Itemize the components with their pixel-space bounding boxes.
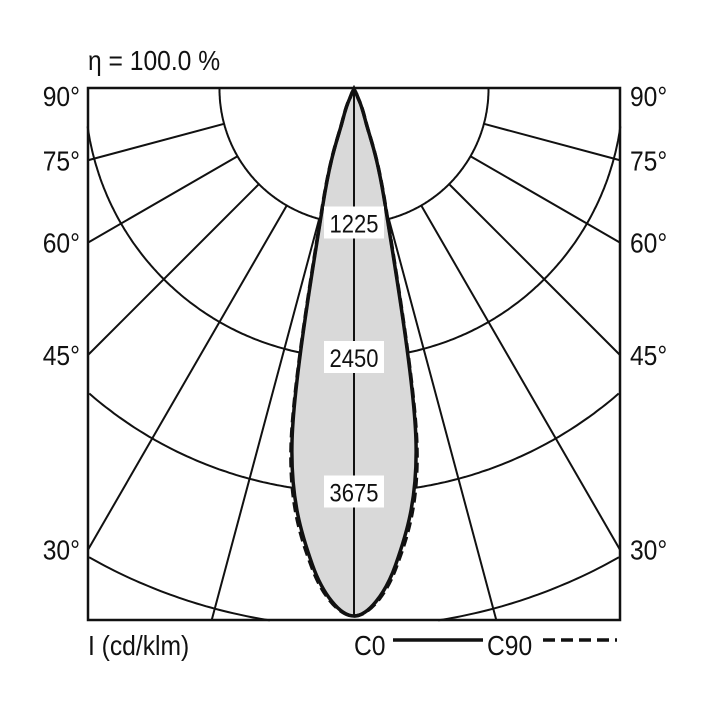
radial-label-bg [324,341,384,373]
angle-label-75-left: 75° [43,145,80,177]
angle-label-90-right: 90° [630,81,667,113]
radial-label-bg [324,206,384,239]
grid-ray-30-left [87,204,288,551]
grid-ray-60-right [469,155,621,244]
radial-label-1225: 1225 [330,210,379,238]
angle-label-75-right: 75° [630,145,667,177]
polar-grid [86,89,622,622]
legend-c90-label: C90 [487,630,532,662]
grid-ray-75-left [87,122,225,162]
radial-label-2450: 2450 [330,345,379,373]
grid-circle-4900 [88,556,620,622]
radial-labels: 1225 2450 3675 [324,206,384,508]
grid-ray-15-right [387,218,498,621]
grid-ray-45-left [87,183,260,356]
angle-label-30-right: 30° [630,534,667,566]
angle-label-90-left: 90° [43,81,80,113]
angle-label-45-right: 45° [630,340,667,372]
efficiency-title: η = 100.0 % [88,45,220,77]
grid-ray-15-left [210,218,321,621]
grid-ray-75-right [483,122,621,162]
grid-ray-30-right [420,204,621,551]
radial-label-bg [324,475,384,508]
angle-labels: 90° 90° 75° 75° 60° 60° 45° 45° 30° 30° [43,81,668,567]
grid-ray-60-left [87,155,239,244]
plot-frame [86,86,622,622]
radial-label-3675: 3675 [330,479,379,507]
angle-label-60-left: 60° [43,227,80,259]
legend-c0-label: C0 [354,630,385,662]
angle-label-60-right: 60° [630,227,667,259]
angle-label-45-left: 45° [43,340,80,372]
angle-label-30-left: 30° [43,534,80,566]
unit-label: I (cd/klm) [88,630,189,662]
grid-ray-45-right [448,183,621,356]
